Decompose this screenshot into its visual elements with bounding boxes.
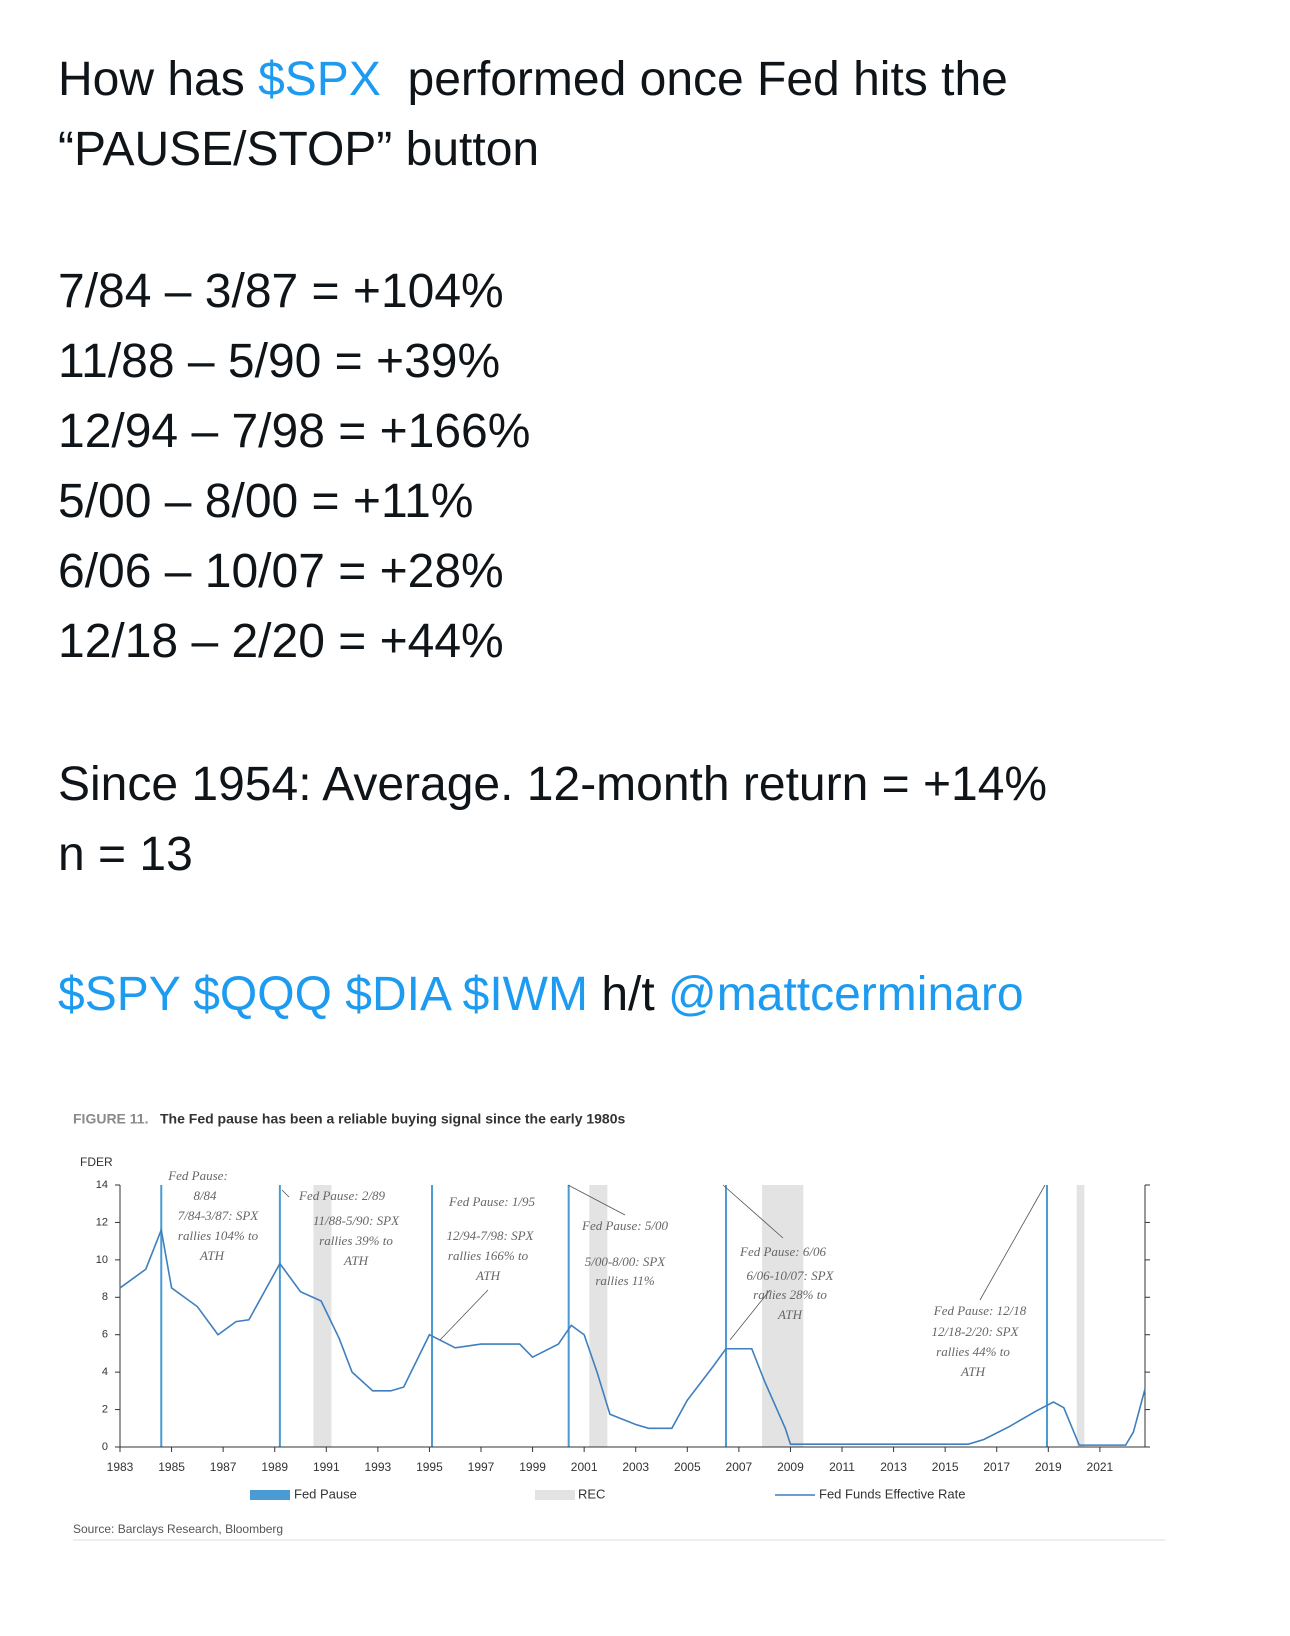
x-tick-label: 2011 [829, 1460, 855, 1474]
rate-line [119, 1226, 1146, 1446]
leader-line [281, 1189, 290, 1198]
legend-swatch [535, 1490, 575, 1500]
x-tick-label: 2017 [983, 1460, 1010, 1474]
x-tick-label: 2009 [777, 1460, 804, 1474]
annotation: rallies 166% to [448, 1248, 529, 1263]
x-tick-label: 1983 [107, 1460, 134, 1474]
period: 11/88 – 5/90 = +39% [58, 335, 501, 388]
annotation: Fed Pause: 1/95 [448, 1194, 535, 1209]
x-tick-label: 1997 [468, 1460, 495, 1474]
annotation: ATH [199, 1248, 225, 1263]
leader-line [567, 1184, 626, 1216]
recession-band [762, 1185, 804, 1447]
annotation: Fed Pause: 5/00 [581, 1218, 668, 1233]
annotation: rallies 39% to [319, 1233, 393, 1248]
y-tick-label: 12 [96, 1216, 108, 1228]
text: How has [58, 53, 245, 106]
x-tick-label: 2001 [571, 1460, 598, 1474]
x-tick-label: 2015 [932, 1460, 959, 1474]
annotation: Fed Pause: 2/89 [298, 1188, 385, 1203]
period: 6/06 – 10/07 = +28% [58, 545, 504, 598]
chart: FIGURE 11. The Fed pause has been a reli… [73, 1111, 1165, 1541]
source: Source: Barclays Research, Bloomberg [73, 1522, 283, 1536]
x-tick-label: 1985 [158, 1460, 185, 1474]
annotation: rallies 28% to [753, 1287, 827, 1302]
y-tick-label: 2 [102, 1403, 108, 1415]
x-tick-label: 2003 [622, 1460, 649, 1474]
y-tick-label: 4 [102, 1366, 108, 1378]
period: 5/00 – 8/00 = +11% [58, 475, 474, 528]
tags: $SPY $QQQ $DIA $IWM h/t @mattcerminaro [58, 960, 1024, 1030]
annotation: ATH [960, 1364, 986, 1379]
cashtag[interactable]: $SPX [258, 53, 381, 106]
text: performed once Fed hits the [407, 53, 1008, 106]
periods: 7/84 – 3/87 = +104% 11/88 – 5/90 = +39% 12… [58, 257, 530, 677]
x-tick-label: 2021 [1087, 1460, 1114, 1474]
x-tick-label: 1991 [313, 1460, 340, 1474]
y-tick-label: 8 [102, 1291, 108, 1303]
leader-line [729, 1289, 771, 1341]
x-tick-label: 1995 [416, 1460, 443, 1474]
recession-band [313, 1185, 332, 1447]
annotation: 12/94-7/98: SPX [446, 1228, 534, 1243]
annotation: 6/06-10/07: SPX [746, 1268, 834, 1283]
figure-label: FIGURE 11. [73, 1111, 148, 1127]
annotation: 7/84-3/87: SPX [178, 1208, 260, 1223]
leader-line [439, 1289, 489, 1341]
y-tick-label: 0 [102, 1441, 108, 1453]
x-tick-label: 2019 [1035, 1460, 1062, 1474]
x-tick-label: 2005 [674, 1460, 701, 1474]
text: “PAUSE/STOP” button [58, 123, 540, 176]
recession-band [1076, 1185, 1085, 1447]
annotation: ATH [475, 1268, 501, 1283]
legend-label: Fed Pause [294, 1486, 357, 1501]
annotation: 11/88-5/90: SPX [313, 1213, 400, 1228]
annotation: Fed Pause: 12/18 [933, 1303, 1027, 1318]
text: n = 13 [58, 828, 193, 881]
leader-line [722, 1184, 784, 1239]
annotation: Fed Pause: 6/06 [739, 1244, 826, 1259]
leader-line [979, 1184, 1046, 1301]
chart-title: The Fed pause has been a reliable buying… [160, 1111, 626, 1127]
tweet-intro: How has $SPX performed once Fed hits the… [58, 45, 1008, 185]
x-tick-label: 1989 [261, 1460, 288, 1474]
annotation: Fed Pause: [167, 1168, 228, 1183]
annotation: rallies 11% [595, 1273, 655, 1288]
annotation: rallies 104% to [178, 1228, 259, 1243]
period: 12/18 – 2/20 = +44% [58, 615, 504, 668]
period: 7/84 – 3/87 = +104% [58, 265, 504, 318]
recession-band [589, 1185, 608, 1447]
text: h/t [601, 968, 655, 1021]
x-tick-label: 1999 [519, 1460, 546, 1474]
annotation: 5/00-8/00: SPX [585, 1254, 667, 1269]
annotation: ATH [343, 1253, 369, 1268]
x-tick-label: 2007 [726, 1460, 753, 1474]
average: Since 1954: Average. 12-month return = +… [58, 750, 1047, 890]
y-tick-label: 10 [96, 1254, 108, 1266]
y-axis-label: FDER [80, 1155, 113, 1169]
legend-label: REC [578, 1486, 605, 1501]
legend-label: Fed Funds Effective Rate [819, 1486, 965, 1501]
cashtags[interactable]: $SPY $QQQ $DIA $IWM [58, 968, 588, 1021]
annotation: 8/84 [193, 1188, 217, 1203]
y-tick-label: 6 [102, 1329, 108, 1341]
annotation: 12/18-2/20: SPX [931, 1324, 1019, 1339]
text: Since 1954: Average. 12-month return = +… [58, 758, 1048, 811]
annotation: rallies 44% to [936, 1344, 1010, 1359]
y-tick-label: 14 [96, 1179, 108, 1191]
annotation: ATH [777, 1307, 803, 1322]
x-tick-label: 1987 [210, 1460, 237, 1474]
mention[interactable]: @mattcerminaro [668, 968, 1024, 1021]
x-tick-label: 1993 [365, 1460, 392, 1474]
legend-swatch [250, 1490, 290, 1500]
period: 12/94 – 7/98 = +166% [58, 405, 531, 458]
x-tick-label: 2013 [880, 1460, 907, 1474]
